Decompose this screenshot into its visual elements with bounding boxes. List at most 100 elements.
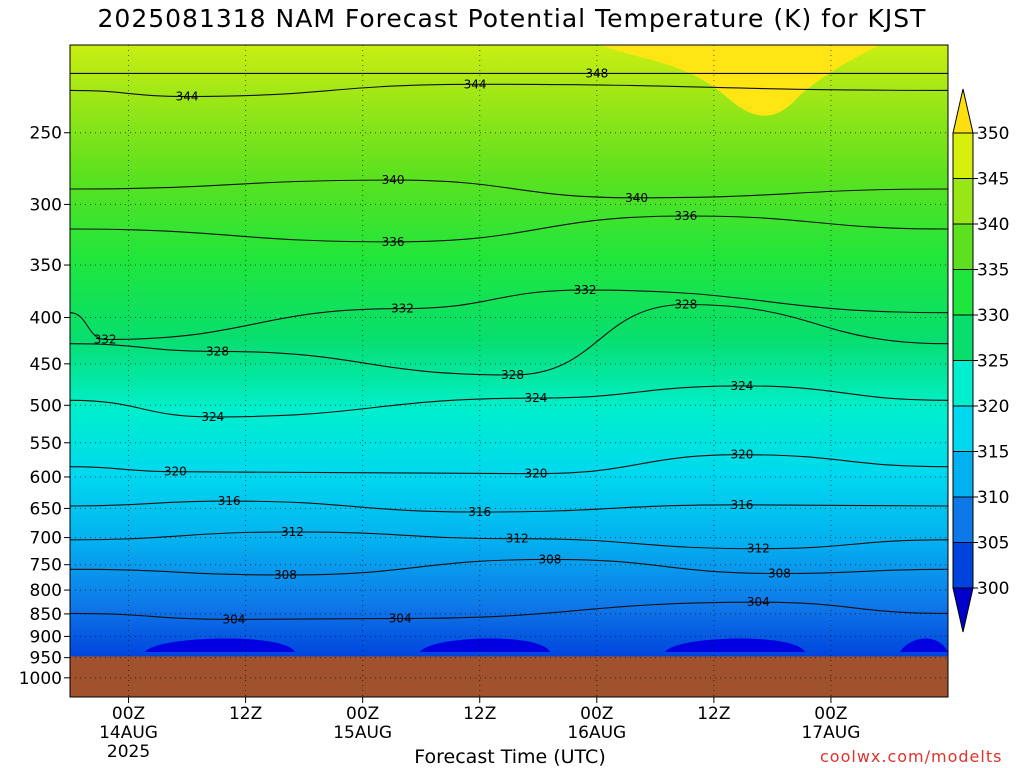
field-cold-pocket-1: [420, 638, 550, 652]
y-tick-label: 850: [30, 605, 62, 625]
contour-label: 324: [201, 410, 224, 424]
field-cold-pocket-2: [665, 638, 805, 652]
x-tick-label: 17AUG: [801, 723, 860, 743]
contour-label: 312: [281, 525, 304, 539]
y-tick-label: 450: [30, 355, 62, 375]
contour-line-340: [69, 179, 949, 199]
colorbar-label: 335: [977, 261, 1009, 281]
x-tick-label: 12Z: [697, 704, 730, 724]
contour-label: 332: [391, 302, 414, 316]
x-axis-title: Forecast Time (UTC): [414, 746, 606, 768]
contour-label: 336: [674, 209, 697, 223]
contour-label: 316: [731, 498, 754, 512]
contour-label: 308: [539, 552, 562, 566]
axes: 2503003504004505005506006507007508008509…: [19, 44, 949, 762]
contour-label: 312: [506, 532, 529, 546]
field-cold-pocket-0: [145, 638, 295, 652]
grid-lines: [70, 45, 948, 697]
ground-mask: [70, 656, 948, 697]
contour-label: 336: [382, 235, 405, 249]
contour-line-320: [69, 454, 949, 475]
contour-line-328: [69, 303, 949, 376]
colorbar-swatch: [952, 269, 974, 316]
contour-label: 316: [218, 494, 241, 508]
colorbar-swatch: [952, 132, 974, 179]
colorbar-label: 340: [977, 215, 1009, 235]
colorbar-swatch: [952, 496, 974, 543]
contour-line-336: [69, 215, 949, 243]
contour-label: 312: [747, 542, 770, 556]
contour-lines: [69, 72, 949, 620]
colorbar-high-arrow: [952, 88, 974, 134]
colorbar-swatch: [952, 405, 974, 452]
contour-label: 328: [501, 368, 524, 382]
contour-line-308: [69, 558, 949, 576]
x-tick-label: 00Z: [814, 704, 847, 724]
y-tick-label: 700: [30, 529, 62, 549]
contour-label: 304: [747, 595, 770, 609]
x-tick-label: 00Z: [580, 704, 613, 724]
contour-label: 308: [768, 567, 791, 581]
colorbar-swatch: [952, 314, 974, 361]
contour-label: 332: [94, 333, 117, 347]
y-tick-label: 1000: [19, 669, 62, 689]
contour-line-324: [69, 385, 949, 418]
colorbar-low-arrow: [952, 587, 974, 633]
contour-label: 320: [524, 467, 547, 481]
contour-label: 340: [382, 173, 405, 187]
x-tick-label: 14AUG: [99, 723, 158, 743]
site-credit: coolwx.com/modelts: [820, 747, 1003, 766]
contour-line-316: [69, 500, 949, 513]
contour-label: 340: [625, 191, 648, 205]
x-tick-label: 00Z: [346, 704, 379, 724]
contour-label: 320: [731, 448, 754, 462]
contour-line-332: [69, 289, 949, 341]
field-background: [70, 45, 948, 697]
y-tick-label: 800: [30, 581, 62, 601]
y-tick-label: 650: [30, 499, 62, 519]
contour-label: 316: [468, 505, 491, 519]
y-tick-label: 750: [30, 556, 62, 576]
contour-label: 320: [164, 465, 187, 479]
chart-title: 2025081318 NAM Forecast Potential Temper…: [97, 4, 927, 33]
x-tick-label: 16AUG: [567, 723, 626, 743]
field-cold-pocket-3: [900, 638, 948, 652]
colorbar-label: 320: [977, 397, 1009, 417]
x-tick-label: 00Z: [112, 704, 145, 724]
y-tick-label: 350: [30, 256, 62, 276]
contour-label: 328: [674, 298, 697, 312]
contour-label: 304: [389, 612, 412, 626]
y-tick-label: 900: [30, 627, 62, 647]
contour-label: 344: [464, 77, 487, 91]
contour-label: 324: [524, 391, 547, 405]
contour-line-304: [69, 601, 949, 620]
colorbar-label: 300: [977, 579, 1009, 599]
contour-label: 304: [222, 612, 245, 626]
contour-labels: 3443443483403403363363323323323283283283…: [94, 66, 791, 626]
y-tick-label: 250: [30, 124, 62, 144]
y-tick-label: 950: [30, 649, 62, 669]
y-tick-label: 500: [30, 396, 62, 416]
colorbar-swatch: [952, 542, 974, 589]
contour-label: 332: [574, 283, 597, 297]
colorbar-label: 330: [977, 306, 1009, 326]
colorbar-label: 315: [977, 443, 1009, 463]
colorbar: 300 305 310 315 320 325 330 335 340 345 350: [952, 88, 1009, 633]
y-tick-label: 550: [30, 434, 62, 454]
y-tick-label: 600: [30, 468, 62, 488]
colorbar-label: 345: [977, 170, 1009, 190]
x-tick-label: 15AUG: [333, 723, 392, 743]
colorbar-label: 305: [977, 534, 1009, 554]
colorbar-swatch: [952, 360, 974, 407]
colorbar-swatch: [952, 178, 974, 225]
field-warm-cap: [600, 45, 880, 116]
x-tick-label: 12Z: [229, 704, 262, 724]
contour-label: 348: [585, 66, 608, 80]
colorbar-label: 310: [977, 488, 1009, 508]
y-tick-label: 300: [30, 195, 62, 215]
x-tick-label: 2025: [107, 742, 150, 762]
colorbar-label: 325: [977, 352, 1009, 372]
contour-label: 308: [274, 568, 297, 582]
colorbar-label: 350: [977, 124, 1009, 144]
